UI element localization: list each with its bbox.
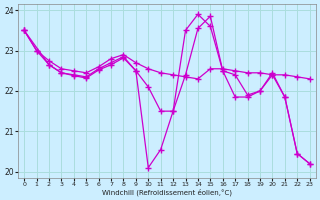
X-axis label: Windchill (Refroidissement éolien,°C): Windchill (Refroidissement éolien,°C) bbox=[102, 188, 232, 196]
